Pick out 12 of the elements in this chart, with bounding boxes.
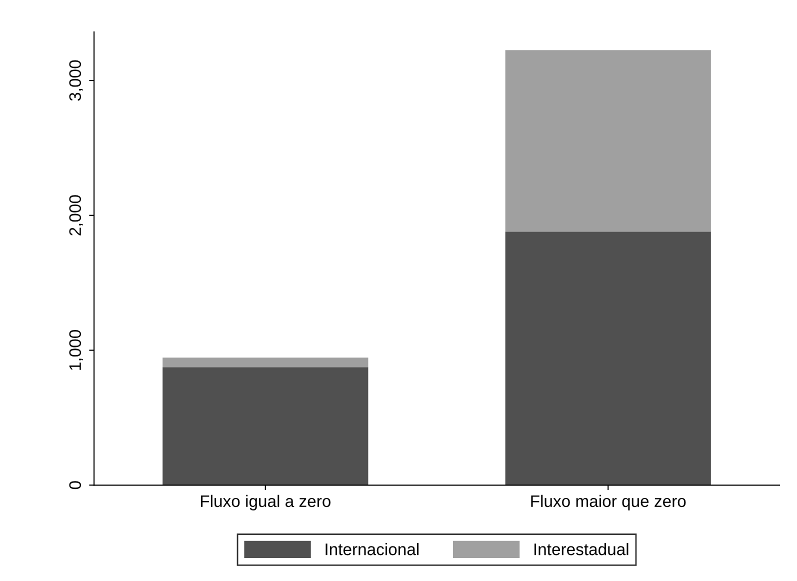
y-tick-label: 3,000	[69, 60, 83, 101]
bar	[162, 358, 368, 368]
y-tick-label: 1,000	[69, 330, 83, 370]
bar	[505, 50, 711, 232]
legend-label: Internacional	[326, 543, 419, 556]
x-tick-label: Fluxo igual a zero	[200, 494, 330, 510]
y-tick-label: 2,000	[69, 195, 83, 236]
bar	[505, 232, 711, 486]
legend-label: Interestadual	[534, 543, 628, 556]
bar	[162, 367, 368, 486]
y-tick-label: 0	[69, 481, 82, 490]
x-tick-label: Fluxo maior que zero	[531, 494, 686, 510]
